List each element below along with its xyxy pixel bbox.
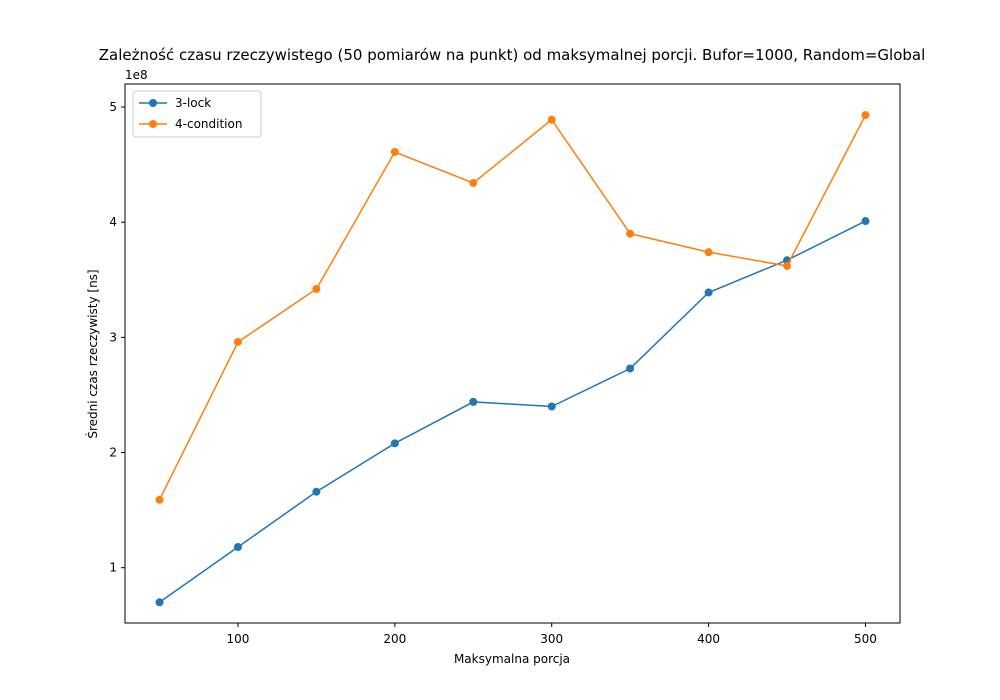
y-tick-label: 5 (109, 100, 117, 114)
x-axis-label: Maksymalna porcja (454, 652, 570, 666)
data-point (783, 261, 792, 270)
y-axis-label: Średni czas rzeczywisty [ns] (85, 269, 100, 438)
x-tick-label: 500 (854, 632, 877, 646)
data-point (861, 217, 870, 226)
data-point (390, 147, 399, 156)
legend-item: 3-lock (139, 96, 211, 110)
legend-marker (149, 99, 157, 107)
data-point (547, 115, 556, 124)
series-layer (155, 111, 870, 607)
series-line (158, 114, 867, 501)
data-point (626, 229, 635, 238)
legend-marker (149, 120, 157, 128)
data-point (704, 248, 713, 257)
data-point (704, 288, 713, 297)
data-point (233, 542, 242, 551)
data-point (469, 179, 478, 188)
data-point (312, 285, 321, 294)
data-point (312, 487, 321, 496)
y-tick-label: 4 (109, 215, 117, 229)
legend-item: 4-condition (139, 117, 242, 131)
data-point (155, 495, 164, 504)
series-3-lock (155, 217, 870, 607)
y-tick-label: 2 (109, 446, 117, 460)
x-axis: 100 200 300 400 500 (227, 623, 877, 646)
data-point (233, 337, 242, 346)
y-axis: 1 2 3 4 5 (109, 100, 125, 575)
y-tick-label: 1 (109, 561, 117, 575)
data-point (861, 111, 870, 120)
series-line (159, 220, 866, 603)
data-point (390, 439, 399, 448)
series-4-condition (155, 111, 870, 504)
legend: 3-lock 4-condition (132, 90, 262, 138)
chart-title: Zależność czasu rzeczywistego (50 pomiar… (99, 46, 926, 64)
data-point (469, 397, 478, 406)
x-tick-label: 400 (697, 632, 720, 646)
legend-label: 3-lock (175, 96, 211, 110)
y-offset-label: 1e8 (125, 68, 148, 82)
legend-label: 4-condition (175, 117, 242, 131)
data-point (155, 598, 164, 607)
data-point (547, 402, 556, 411)
x-tick-label: 200 (383, 632, 406, 646)
y-tick-label: 3 (109, 330, 117, 344)
x-tick-label: 300 (540, 632, 563, 646)
plot-area (124, 83, 901, 624)
x-tick-label: 100 (227, 632, 250, 646)
data-point (626, 364, 635, 373)
